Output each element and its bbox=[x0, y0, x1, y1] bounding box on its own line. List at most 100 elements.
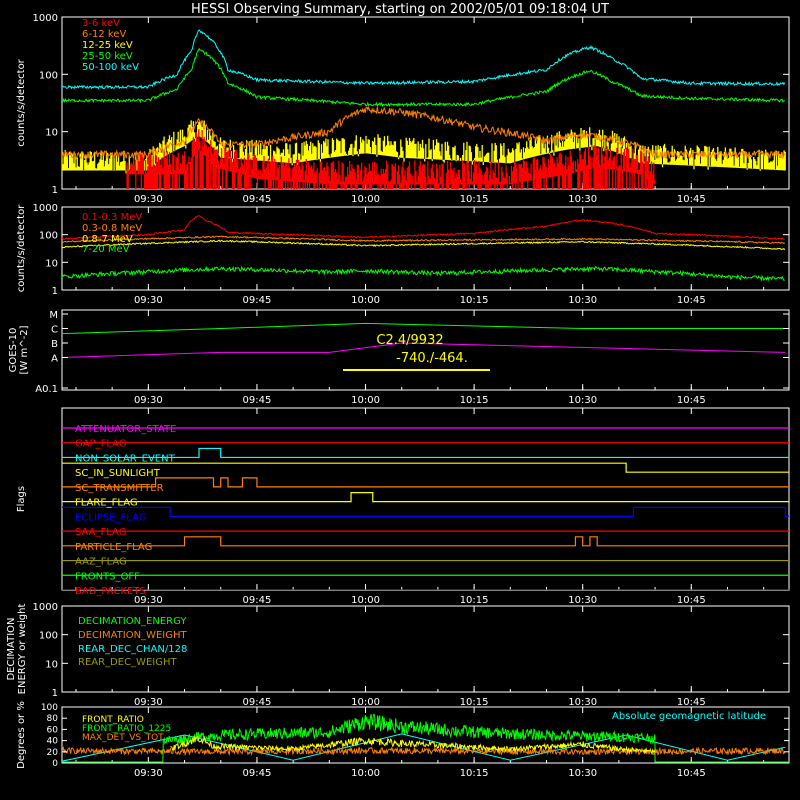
y-tick-label: 20 bbox=[47, 748, 59, 758]
legend-7-20-mev: 7-20 MeV bbox=[82, 244, 130, 255]
x-tick-label: 09:45 bbox=[243, 768, 272, 779]
flag-label-fronts-off: FRONTS_OFF bbox=[75, 571, 140, 582]
plot-area bbox=[62, 427, 789, 590]
x-tick-label: 09:45 bbox=[243, 194, 272, 205]
flag-label-aaz-flag: AAZ_FLAG bbox=[75, 557, 127, 568]
y-tick-label: C bbox=[51, 325, 58, 336]
y-axis-label: GOES-10 bbox=[8, 328, 19, 373]
legend-3-6-kev: 3-6 keV bbox=[82, 18, 120, 29]
flag-label-saa-flag: SAA_FLAG bbox=[75, 527, 126, 538]
series-6-12-kev bbox=[62, 105, 786, 160]
panel-6: 09:30 09:45 10:00 10:15 10:30 10:45 Degrees or… bbox=[16, 701, 790, 779]
panel-5: 09:30 09:45 10:00 10:15 10:30 10:45 DECIMATION… bbox=[6, 602, 790, 708]
y-tick-label: 40 bbox=[47, 737, 59, 747]
legend-6-12-kev: 6-12 keV bbox=[82, 29, 126, 40]
flag-label-flare-flag: FLARE_FLAG bbox=[75, 498, 138, 509]
x-tick-label: 09:45 bbox=[243, 295, 272, 306]
y-tick-label: 60 bbox=[47, 725, 59, 735]
series-front-ratio-1225 bbox=[62, 713, 789, 763]
legend-25-50-kev: 25-50 keV bbox=[82, 51, 133, 62]
panel-1: 09:30 09:45 10:00 10:15 10:30 10:45 counts/s/d… bbox=[16, 13, 790, 205]
y-tick-label: 1000 bbox=[33, 602, 58, 613]
x-tick-label: 10:30 bbox=[568, 395, 597, 406]
x-tick-label: 10:30 bbox=[568, 295, 597, 306]
flag-label-sc-transmitter: SC_TRANSMITTER bbox=[75, 483, 164, 494]
series-absolute-geomagnetic-latitude bbox=[62, 733, 786, 762]
x-tick-label: 10:00 bbox=[351, 295, 380, 306]
x-tick-label: 09:30 bbox=[134, 697, 163, 708]
y-axis-label: counts/s/detector bbox=[16, 204, 27, 292]
x-tick-label: 09:30 bbox=[134, 395, 163, 406]
flag-line-sc-transmitter bbox=[62, 477, 789, 488]
flag-line-sc-in-sunlight bbox=[62, 462, 789, 473]
figure-title: HESSI Observing Summary, starting on 200… bbox=[191, 2, 609, 17]
goes-series-2 bbox=[62, 342, 786, 358]
flag-label-bad-packets: BAD_PACKETS bbox=[75, 586, 146, 597]
panel-4: 09:30 09:45 10:00 10:15 10:30 10:45 Flags ATTEN… bbox=[16, 407, 790, 606]
y-axis-label: Degrees or % bbox=[16, 701, 27, 769]
flare-position-annotation: -740./-464. bbox=[396, 351, 468, 366]
y-tick-label: B bbox=[51, 339, 58, 350]
series-front-ratio bbox=[170, 735, 656, 754]
legend-0-1-0-3-mev: 0.1-0.3 MeV bbox=[82, 212, 142, 223]
flag-line-non-solar-event bbox=[62, 447, 789, 459]
y-tick-label: 10 bbox=[45, 128, 58, 139]
flag-label-attenuator-state: ATTENUATOR_STATE bbox=[75, 424, 176, 435]
series-3-6-kev bbox=[126, 129, 656, 189]
series-25-50-kev bbox=[62, 47, 785, 108]
x-tick-label: 09:30 bbox=[134, 194, 163, 205]
x-tick-label: 10:45 bbox=[677, 768, 706, 779]
y-axis-label: DECIMATION bbox=[6, 617, 17, 680]
plot-area bbox=[62, 322, 786, 358]
flag-line-flare-flag bbox=[62, 492, 789, 503]
y-tick-label: 10 bbox=[45, 659, 58, 670]
y-tick-label: A0.1 bbox=[35, 384, 58, 395]
x-tick-label: 10:00 bbox=[351, 194, 380, 205]
legend-front-ratio: FRONT_RATIO bbox=[82, 715, 144, 725]
y-axis-label: ENERGY or weight bbox=[17, 604, 28, 695]
y-tick-label: 80 bbox=[47, 714, 59, 724]
flag-label-particle-flag: PARTICLE_FLAG bbox=[75, 542, 152, 553]
y-tick-label: 100 bbox=[39, 231, 58, 242]
x-tick-label: 09:30 bbox=[134, 768, 163, 779]
series-0-1-0-3-mev bbox=[62, 215, 785, 240]
panel-3: 09:30 09:45 10:00 10:15 10:30 10:45 GOES-10 [W … bbox=[8, 309, 790, 406]
x-tick-label: 10:00 bbox=[351, 595, 380, 606]
legend-decimation-energy: DECIMATION_ENERGY bbox=[78, 616, 187, 627]
flag-label-non-solar-event: NON_SOLAR_EVENT bbox=[75, 453, 176, 464]
x-tick-label: 10:30 bbox=[568, 697, 597, 708]
x-tick-label: 10:15 bbox=[460, 194, 489, 205]
panels: 09:30 09:45 10:00 10:15 10:30 10:45 counts/s/d… bbox=[6, 13, 790, 779]
x-tick-label: 10:00 bbox=[351, 697, 380, 708]
y-tick-label: 1 bbox=[52, 688, 58, 699]
geomagnetic-latitude-label: Absolute geomagnetic latitude bbox=[612, 711, 766, 722]
series-0-8-7-mev bbox=[62, 239, 786, 251]
y-axis-label: [W m^-2] bbox=[19, 325, 30, 374]
legend-rear-dec-chan-128: REAR_DEC_CHAN/128 bbox=[78, 644, 187, 655]
plot-frame bbox=[61, 309, 790, 391]
plot-area bbox=[62, 29, 786, 189]
x-tick-label: 10:15 bbox=[460, 595, 489, 606]
x-tick-label: 10:00 bbox=[351, 768, 380, 779]
series-7-20-mev bbox=[62, 265, 785, 283]
y-tick-label: M bbox=[49, 310, 58, 321]
plot-frame bbox=[61, 706, 790, 764]
panel-2: 09:30 09:45 10:00 10:15 10:30 10:45 counts/s/d… bbox=[16, 203, 790, 306]
x-tick-label: 10:15 bbox=[460, 395, 489, 406]
x-tick-label: 09:30 bbox=[134, 295, 163, 306]
x-tick-label: 10:45 bbox=[677, 697, 706, 708]
flag-label-gap-flag: GAP_FLAG bbox=[75, 439, 127, 450]
legend-front-ratio-1225: FRONT_RATIO_1225 bbox=[82, 724, 171, 734]
legend-max-det-vs-tot: MAX_DET_VS_TOT bbox=[82, 733, 164, 743]
x-tick-label: 10:30 bbox=[568, 595, 597, 606]
y-tick-label: 1000 bbox=[33, 13, 58, 24]
flag-label-sc-in-sunlight: SC_IN_SUNLIGHT bbox=[75, 468, 161, 479]
y-tick-label: 100 bbox=[39, 70, 58, 81]
y-tick-label: 0 bbox=[52, 759, 58, 769]
y-tick-label: 1000 bbox=[33, 203, 58, 214]
y-axis-label: counts/s/detector bbox=[16, 58, 27, 146]
legend-12-25-kev: 12-25 keV bbox=[82, 40, 133, 51]
x-tick-label: 10:30 bbox=[568, 768, 597, 779]
y-tick-label: 1 bbox=[52, 185, 58, 196]
